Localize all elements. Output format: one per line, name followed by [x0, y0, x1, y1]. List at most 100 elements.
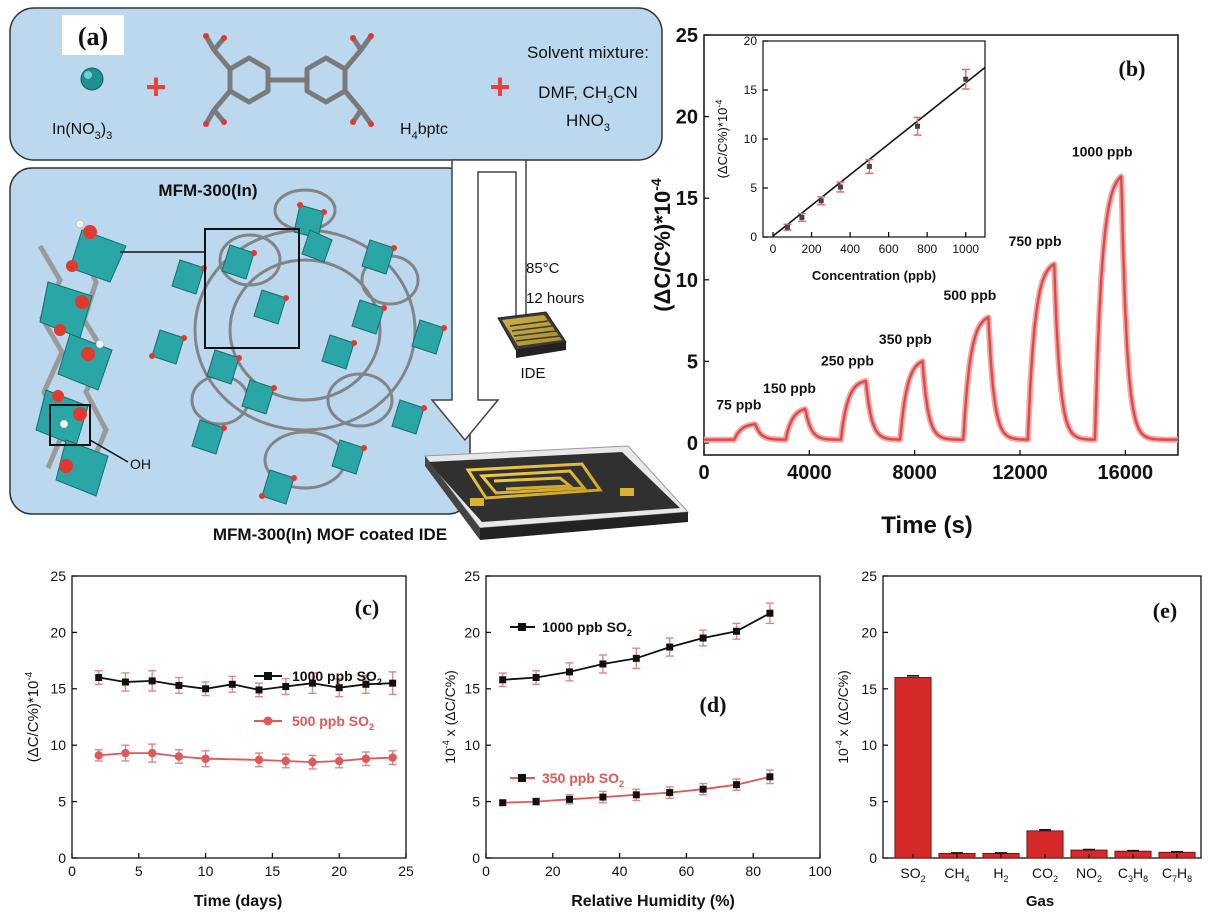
b-inset-y-tick-label: 0	[750, 230, 757, 244]
e-label-sub: 2	[1097, 874, 1102, 884]
e-x-tick-label: H2	[993, 865, 1008, 884]
c-x-tick-label: 20	[331, 863, 347, 879]
b-inset-plot: 0 200 400 600 800 1000 0 5 10 15 20	[744, 34, 986, 256]
panel-a-label-bg	[62, 15, 124, 55]
c-point	[174, 752, 184, 761]
b-y-tick-label: 5	[687, 351, 698, 373]
b-y-tick-label: 15	[676, 188, 698, 210]
b-x-tick-label: 0	[698, 462, 709, 484]
c-point	[281, 756, 290, 766]
b-response-curve	[701, 173, 1181, 443]
c-x-tick-label: 25	[398, 863, 414, 879]
oh-highlight-box	[49, 404, 91, 446]
b-x-tick-label: 12000	[992, 462, 1048, 484]
condition-temperature: 85°C	[526, 260, 560, 277]
ide-chip-icon	[497, 311, 567, 358]
e-label-sub: 3	[1128, 874, 1133, 884]
c-point	[94, 751, 103, 760]
e-x-tick-label: CH4	[944, 865, 969, 884]
carboxyl-oxygens	[203, 33, 374, 127]
b-pulse-label: 75 ppb	[716, 396, 761, 412]
solvent-line-2: HNO3	[566, 111, 610, 134]
d-y-tick-label: 5	[472, 794, 480, 810]
e-label-main: C	[1118, 865, 1128, 881]
panel-a-label: (a)	[78, 22, 108, 51]
d-point	[766, 773, 774, 781]
c-point	[201, 754, 210, 763]
solvent-title: Solvent mixture:	[527, 43, 649, 62]
e-y-tick-label: 5	[869, 794, 877, 810]
e-label-main: C	[1162, 865, 1172, 881]
d-point	[632, 654, 640, 662]
b-pulse-label: 250 ppb	[821, 352, 874, 368]
c-point	[335, 756, 344, 766]
plus-sign-1: +	[145, 66, 166, 107]
b-x-tick-label: 16000	[1098, 462, 1154, 484]
indium-sphere-highlight	[84, 71, 92, 79]
e-y-title: 10-4 x (ΔC/C%)	[834, 670, 851, 764]
c-point	[148, 677, 156, 685]
d-x-tick-label: 40	[612, 863, 628, 879]
c-y-tick-label: 25	[50, 568, 66, 584]
condition-duration: 12 hours	[526, 290, 584, 307]
c-point	[308, 757, 317, 767]
b-inset-x-tick-label: 200	[802, 242, 822, 256]
reaction-box	[9, 7, 663, 161]
c-x-tick-label: 10	[198, 863, 214, 879]
d-point	[566, 795, 573, 803]
b-inset-fit-line	[772, 66, 986, 237]
e-label-sub: 2	[921, 874, 926, 884]
d-point	[499, 799, 507, 807]
c-legend-500: 500 ppb SO2	[292, 713, 374, 732]
d-y-tick-label: 0	[472, 850, 480, 866]
ligand-label: H4bptc	[400, 121, 448, 142]
d-y-tick-label: 25	[464, 568, 480, 584]
c-point	[282, 683, 290, 691]
c-y-tick-label: 20	[50, 624, 66, 640]
d-point	[733, 627, 740, 635]
b-inset-x-tick-label: 800	[917, 242, 937, 256]
mof-chain-structure: OH	[35, 219, 151, 497]
b-pulse-label: 750 ppb	[1009, 233, 1062, 249]
e-label-sub: 4	[965, 874, 970, 884]
d-point	[666, 643, 674, 651]
c-x-tick-label: 0	[68, 863, 76, 879]
b-inset-point	[784, 224, 790, 230]
e-x-tick-label: SO2	[900, 865, 925, 884]
b-inset-x-title: Concentration (ppb)	[812, 268, 936, 283]
b-pulse-label: 500 ppb	[943, 287, 996, 303]
d-point	[632, 791, 640, 799]
b-y-title: (ΔC/C%)*10-4	[648, 178, 675, 312]
panel-e-label: (e)	[1153, 598, 1177, 623]
d-point	[566, 668, 573, 676]
d-point	[699, 634, 707, 642]
d-point	[599, 793, 607, 801]
b-curve-line	[703, 175, 1179, 441]
solvent-line-1: DMF, CH3CN	[538, 83, 638, 106]
b-x-tick-label: 8000	[892, 462, 937, 484]
d-point	[499, 676, 507, 684]
e-y-tick-label: 10	[861, 737, 877, 753]
e-label-sub: 8	[1143, 874, 1148, 884]
framework-highlight-box	[204, 228, 300, 349]
d-point	[733, 781, 740, 789]
c-point	[121, 678, 129, 686]
e-label-main: CH	[944, 865, 964, 881]
b-x-title: Time (s)	[881, 512, 973, 539]
c-point	[95, 674, 103, 682]
panel-a: (a) In(NO3)3 + +	[9, 7, 690, 544]
coated-ide-device-icon	[424, 445, 690, 540]
d-point	[532, 674, 540, 682]
d-plot: 0 20 40 60 80 100 0 5 10 15 20 25	[464, 568, 831, 879]
e-y-tick-label: 0	[869, 850, 877, 866]
c-y-tick-label: 10	[50, 737, 66, 753]
plus-sign-2: +	[489, 66, 510, 107]
b-y-tick-label: 0	[687, 433, 698, 455]
e-label-main: H	[1133, 865, 1143, 881]
d-x-tick-label: 80	[745, 863, 761, 879]
c-series-line	[98, 752, 393, 764]
b-inset-x-tick-label: 1000	[952, 242, 979, 256]
d-legend: 1000 ppb SO2 350 ppb SO2	[510, 619, 632, 789]
